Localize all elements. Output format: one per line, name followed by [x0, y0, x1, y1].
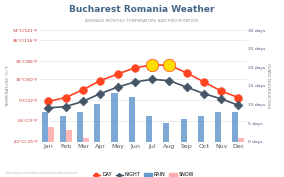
Bar	[48, 127, 55, 142]
Point	[219, 90, 224, 92]
Point	[81, 88, 85, 91]
Point	[202, 81, 206, 83]
Bar	[129, 97, 135, 142]
Point	[81, 100, 85, 103]
Point	[46, 100, 51, 103]
Point	[98, 79, 103, 82]
Bar	[111, 93, 118, 142]
Point	[202, 92, 206, 95]
Bar	[94, 104, 100, 142]
Bar	[181, 119, 187, 142]
Point	[46, 107, 51, 109]
Point	[63, 96, 68, 99]
Point	[150, 78, 154, 81]
Bar	[163, 123, 169, 142]
Y-axis label: PRECIPITATION (DAYS): PRECIPITATION (DAYS)	[269, 63, 273, 109]
Point	[115, 73, 120, 76]
Point	[63, 105, 68, 108]
Point	[184, 86, 189, 88]
Point	[115, 86, 120, 88]
Point	[167, 64, 172, 67]
Text: AVERAGE MONTHLY TEMPERATURE AND PRECIPITATION: AVERAGE MONTHLY TEMPERATURE AND PRECIPIT…	[85, 19, 199, 24]
Bar	[42, 112, 48, 142]
Bar	[215, 112, 221, 142]
Point	[98, 92, 103, 95]
Point	[236, 104, 241, 107]
Point	[150, 64, 154, 67]
Bar	[232, 112, 239, 142]
Bar	[83, 138, 89, 142]
Bar	[239, 138, 245, 142]
Point	[133, 81, 137, 83]
Y-axis label: TEMPERATURE °C/°F: TEMPERATURE °C/°F	[6, 65, 10, 107]
Text: Bucharest Romania Weather: Bucharest Romania Weather	[69, 5, 215, 14]
Point	[167, 79, 172, 82]
Point	[184, 72, 189, 74]
Text: hikerbay.com/climate/romania/bucharest: hikerbay.com/climate/romania/bucharest	[6, 171, 78, 175]
Point	[133, 66, 137, 69]
Point	[236, 96, 241, 99]
Bar	[66, 130, 72, 142]
Point	[219, 97, 224, 100]
Bar	[146, 116, 152, 142]
Legend: DAY, NIGHT, RAIN, SNOW: DAY, NIGHT, RAIN, SNOW	[91, 170, 196, 177]
Bar	[198, 116, 204, 142]
Bar	[60, 116, 66, 142]
Bar	[77, 112, 83, 142]
